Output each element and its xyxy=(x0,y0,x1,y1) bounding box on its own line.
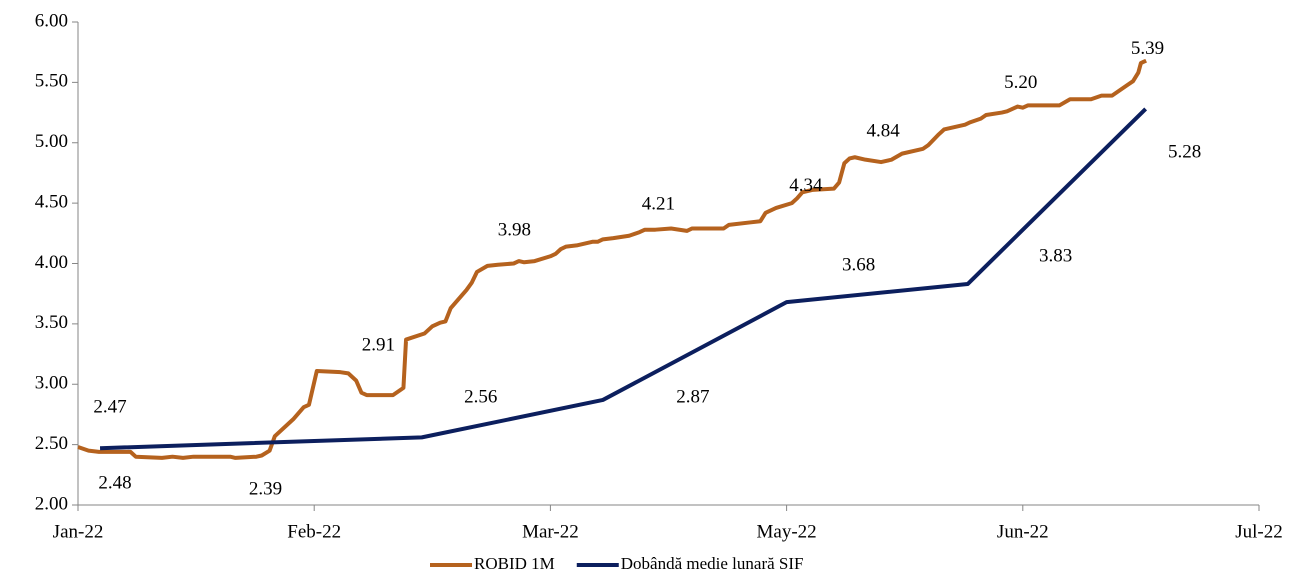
y-tick-label: 3.50 xyxy=(35,312,68,333)
data-label: 3.98 xyxy=(498,219,531,240)
y-tick-label: 2.50 xyxy=(35,433,68,454)
y-tick-label: 3.00 xyxy=(35,373,68,394)
y-tick-label: 4.50 xyxy=(35,191,68,212)
data-label: 4.34 xyxy=(789,175,823,196)
data-label: 3.68 xyxy=(842,254,875,275)
x-tick-label: Jan-22 xyxy=(53,521,104,542)
data-label: 4.84 xyxy=(866,120,900,141)
legend-label: ROBID 1M xyxy=(474,554,555,573)
data-label: 5.20 xyxy=(1004,72,1037,93)
data-label: 5.28 xyxy=(1168,141,1201,162)
y-tick-label: 6.00 xyxy=(35,10,68,31)
data-label: 2.91 xyxy=(362,334,395,355)
x-tick-label: Feb-22 xyxy=(287,521,341,542)
data-label: 3.83 xyxy=(1039,245,1072,266)
data-label: 2.39 xyxy=(249,478,282,499)
data-label: 2.56 xyxy=(464,387,497,408)
data-label: 5.39 xyxy=(1131,38,1164,59)
x-tick-label: Jul-22 xyxy=(1235,521,1283,542)
y-tick-label: 5.00 xyxy=(35,131,68,152)
legend-label: Dobândă medie lunară SIF xyxy=(621,554,804,573)
series-line xyxy=(77,58,1147,460)
data-label: 2.87 xyxy=(676,386,709,407)
data-label: 2.48 xyxy=(98,472,131,493)
x-tick-label: May-22 xyxy=(757,521,817,542)
x-tick-label: Jun-22 xyxy=(997,521,1049,542)
data-label: 4.21 xyxy=(642,194,675,215)
y-tick-label: 5.50 xyxy=(35,71,68,92)
data-label: 2.47 xyxy=(93,397,126,418)
y-tick-label: 4.00 xyxy=(35,252,68,273)
series-line xyxy=(99,107,1148,451)
y-tick-label: 2.00 xyxy=(35,493,68,514)
x-tick-label: Mar-22 xyxy=(522,521,579,542)
